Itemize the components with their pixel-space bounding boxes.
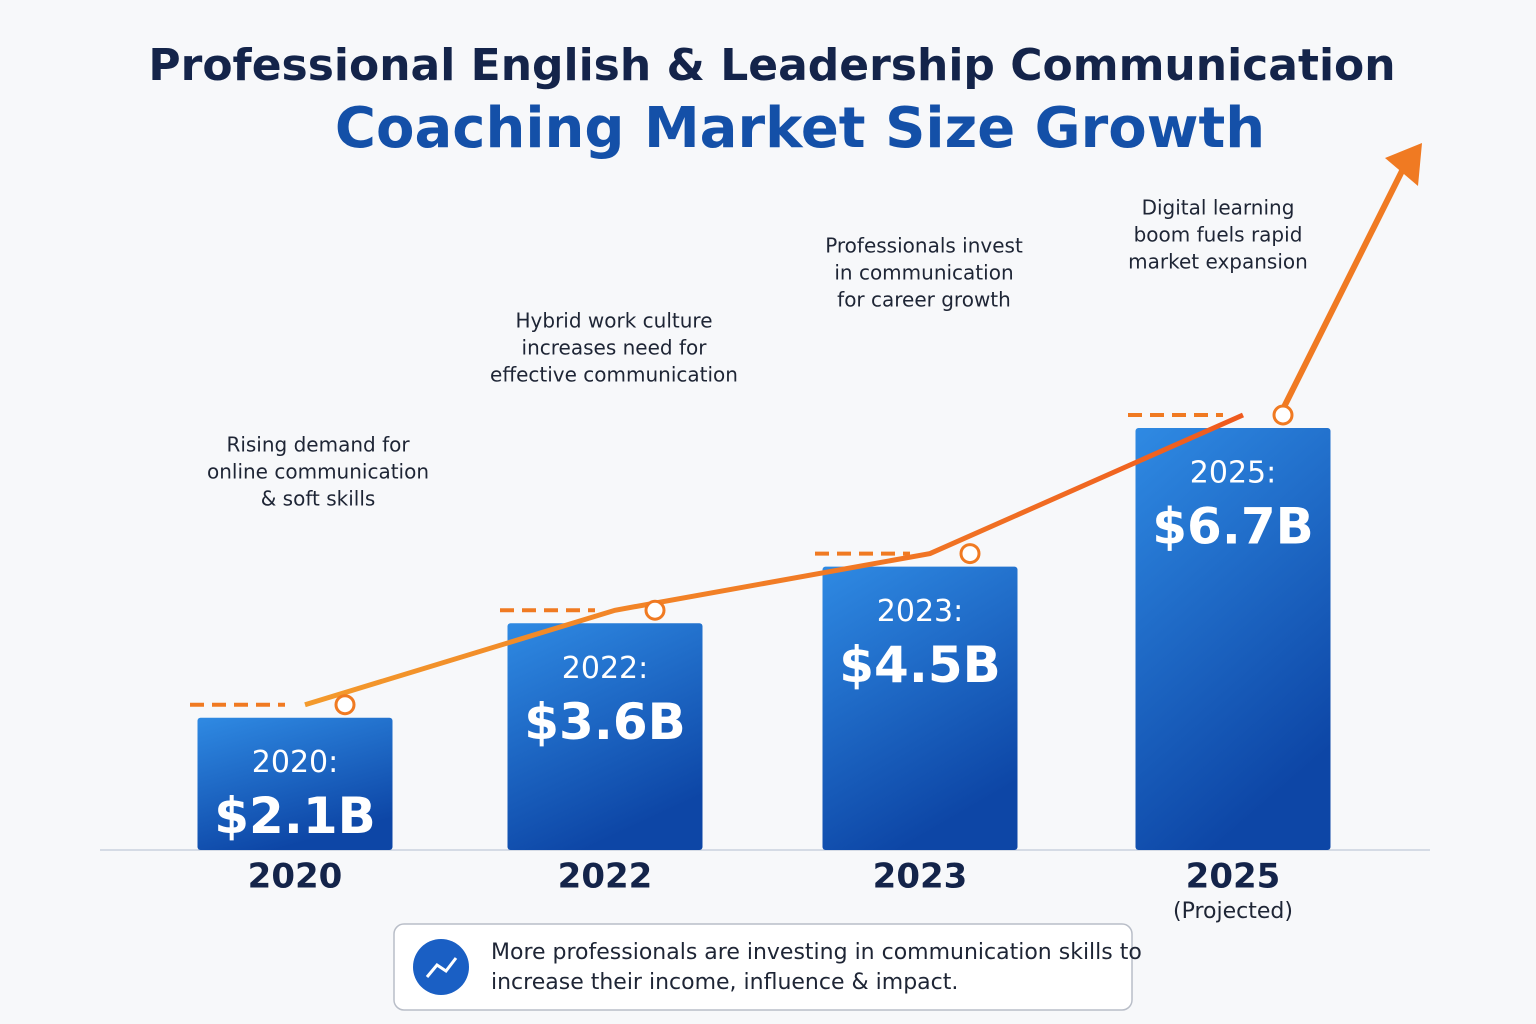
annotation: market expansion [1128,250,1308,274]
footnote-line: More professionals are investing in comm… [491,940,1142,965]
value-label: $4.5B [839,636,1000,694]
annotation: & soft skills [261,487,376,511]
bar [822,566,1018,850]
trend-arrow [1280,163,1408,411]
annotation: increases need for [522,336,708,360]
x-tick-label: 2025 [1186,857,1281,897]
footnote-line: increase their income, influence & impac… [491,970,958,995]
title-line: Coaching Market Size Growth [335,96,1265,161]
annotation: effective communication [490,363,738,387]
trend-point [644,599,666,621]
annotation: in communication [834,261,1013,285]
category-note: (Projected) [1173,899,1293,924]
value-label: $6.7B [1152,498,1313,556]
note-box [393,923,1133,1011]
bar-year-label: 2022: [562,651,648,686]
x-tick-label: 2022 [558,857,653,897]
bar [197,717,393,850]
bar [1135,428,1331,850]
bar-year-label: 2020: [252,745,338,780]
x-tick-label: 2023 [873,857,968,897]
annotation: Professionals invest [825,234,1023,258]
bar [507,623,703,850]
annotation: Rising demand for [226,433,410,457]
bar-year-label: 2023: [877,594,963,629]
trend-point [1272,404,1294,426]
annotation: Hybrid work culture [516,309,713,333]
value-label: $3.6B [524,693,685,751]
note-icon-glyph [425,957,458,978]
annotation: boom fuels rapid [1134,223,1303,247]
title-line: Professional English & Leadership Commun… [148,40,1395,91]
trend-line [304,412,1245,708]
annotation: for career growth [837,288,1011,312]
trend-arrow-head [1385,143,1422,186]
annotation: online communication [207,460,429,484]
x-tick-label: 2020 [248,857,343,897]
trend-point [334,694,356,716]
value-label: $2.1B [214,787,375,845]
bar-year-label: 2025: [1190,456,1276,491]
annotation: Digital learning [1142,196,1295,220]
trend-point [959,543,981,565]
